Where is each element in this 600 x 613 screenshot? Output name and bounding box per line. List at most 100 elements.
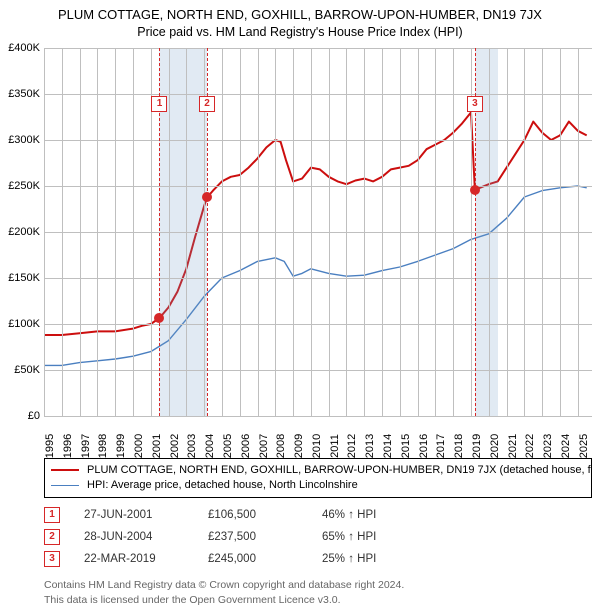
series-property <box>44 112 587 335</box>
gridline-vertical <box>329 48 330 416</box>
gridline-horizontal <box>44 324 592 325</box>
series-hpi <box>44 186 587 365</box>
x-axis-label: 2019 <box>471 433 483 457</box>
gridline-horizontal <box>44 278 592 279</box>
event-pct: 65% ↑ HPI <box>322 531 412 543</box>
y-axis-label: £0 <box>0 410 40 422</box>
footer: Contains HM Land Registry data © Crown c… <box>44 578 590 606</box>
gridline-horizontal <box>44 48 592 49</box>
gridline-vertical <box>275 48 276 416</box>
x-axis-label: 2004 <box>204 433 216 457</box>
gridline-vertical <box>382 48 383 416</box>
x-axis-label: 2022 <box>524 433 536 457</box>
x-axis-label: 2008 <box>275 433 287 457</box>
y-axis-label: £200K <box>0 226 40 238</box>
x-axis-label: 2015 <box>400 433 412 457</box>
x-axis-label: 2025 <box>578 433 590 457</box>
event-price: £237,500 <box>208 531 298 543</box>
y-axis-label: £400K <box>0 42 40 54</box>
x-axis-label: 1996 <box>62 433 74 457</box>
y-axis-label: £250K <box>0 180 40 192</box>
x-axis-label: 1998 <box>97 433 109 457</box>
title-main: PLUM COTTAGE, NORTH END, GOXHILL, BARROW… <box>0 6 600 24</box>
chart-container: PLUM COTTAGE, NORTH END, GOXHILL, BARROW… <box>0 0 600 607</box>
event-dot <box>470 185 480 195</box>
event-index-box: 2 <box>44 529 60 545</box>
event-dot <box>202 192 212 202</box>
y-axis-label: £300K <box>0 134 40 146</box>
event-marker-box: 1 <box>151 96 167 112</box>
event-row: 3 22-MAR-2019 £245,000 25% ↑ HPI <box>44 548 592 570</box>
gridline-vertical <box>44 48 45 416</box>
gridline-vertical <box>364 48 365 416</box>
events-table: 1 27-JUN-2001 £106,500 46% ↑ HPI 2 28-JUN-200… <box>44 504 592 570</box>
event-price: £245,000 <box>208 553 298 565</box>
gridline-vertical <box>524 48 525 416</box>
event-marker-box: 2 <box>199 96 215 112</box>
event-pct: 25% ↑ HPI <box>322 553 412 565</box>
x-axis-label: 1997 <box>80 433 92 457</box>
event-row: 1 27-JUN-2001 £106,500 46% ↑ HPI <box>44 504 592 526</box>
gridline-vertical <box>560 48 561 416</box>
gridline-vertical <box>293 48 294 416</box>
x-axis-label: 2006 <box>240 433 252 457</box>
event-index-box: 3 <box>44 551 60 567</box>
gridline-vertical <box>346 48 347 416</box>
event-marker-box: 3 <box>467 96 483 112</box>
gridline-horizontal <box>44 186 592 187</box>
event-pct: 46% ↑ HPI <box>322 509 412 521</box>
event-date: 27-JUN-2001 <box>84 509 184 521</box>
event-date: 28-JUN-2004 <box>84 531 184 543</box>
legend-swatch <box>51 469 79 471</box>
x-axis-label: 2014 <box>382 433 394 457</box>
x-axis-label: 2023 <box>542 433 554 457</box>
event-date: 22-MAR-2019 <box>84 553 184 565</box>
legend-item: PLUM COTTAGE, NORTH END, GOXHILL, BARROW… <box>51 463 585 478</box>
x-axis-label: 2017 <box>435 433 447 457</box>
event-price: £106,500 <box>208 509 298 521</box>
x-axis-label: 2000 <box>133 433 145 457</box>
gridline-horizontal <box>44 94 592 95</box>
gridline-vertical <box>240 48 241 416</box>
y-axis-label: £150K <box>0 272 40 284</box>
gridline-vertical <box>489 48 490 416</box>
x-axis-label: 2018 <box>453 433 465 457</box>
legend-item: HPI: Average price, detached house, Nort… <box>51 478 585 493</box>
x-axis-label: 2009 <box>293 433 305 457</box>
gridline-vertical <box>578 48 579 416</box>
event-dot <box>154 313 164 323</box>
legend-label: HPI: Average price, detached house, Nort… <box>87 478 358 493</box>
gridline-vertical <box>311 48 312 416</box>
title-sub: Price paid vs. HM Land Registry's House … <box>0 24 600 42</box>
x-axis-label: 2013 <box>364 433 376 457</box>
x-axis-label: 2016 <box>418 433 430 457</box>
title-block: PLUM COTTAGE, NORTH END, GOXHILL, BARROW… <box>0 0 600 42</box>
x-axis-label: 2001 <box>151 433 163 457</box>
gridline-vertical <box>507 48 508 416</box>
gridline-vertical <box>80 48 81 416</box>
gridline-vertical <box>186 48 187 416</box>
x-axis-label: 2021 <box>507 433 519 457</box>
footer-line-1: Contains HM Land Registry data © Crown c… <box>44 578 590 592</box>
gridline-vertical <box>222 48 223 416</box>
x-axis-label: 2007 <box>258 433 270 457</box>
event-index-box: 1 <box>44 507 60 523</box>
x-axis-label: 2003 <box>186 433 198 457</box>
gridline-horizontal <box>44 370 592 371</box>
gridline-vertical <box>97 48 98 416</box>
footer-line-2: This data is licensed under the Open Gov… <box>44 593 590 607</box>
x-axis-label: 2005 <box>222 433 234 457</box>
plot-area: £0£50K£100K£150K£200K£250K£300K£350K£400… <box>44 48 592 416</box>
y-axis-label: £350K <box>0 88 40 100</box>
x-axis-label: 2002 <box>169 433 181 457</box>
gridline-horizontal <box>44 416 592 417</box>
gridline-vertical <box>542 48 543 416</box>
gridline-vertical <box>133 48 134 416</box>
x-axis-label: 2010 <box>311 433 323 457</box>
legend: PLUM COTTAGE, NORTH END, GOXHILL, BARROW… <box>44 458 592 499</box>
gridline-vertical <box>418 48 419 416</box>
gridline-vertical <box>400 48 401 416</box>
x-axis-label: 2024 <box>560 433 572 457</box>
x-axis-label: 1999 <box>115 433 127 457</box>
gridline-vertical <box>115 48 116 416</box>
